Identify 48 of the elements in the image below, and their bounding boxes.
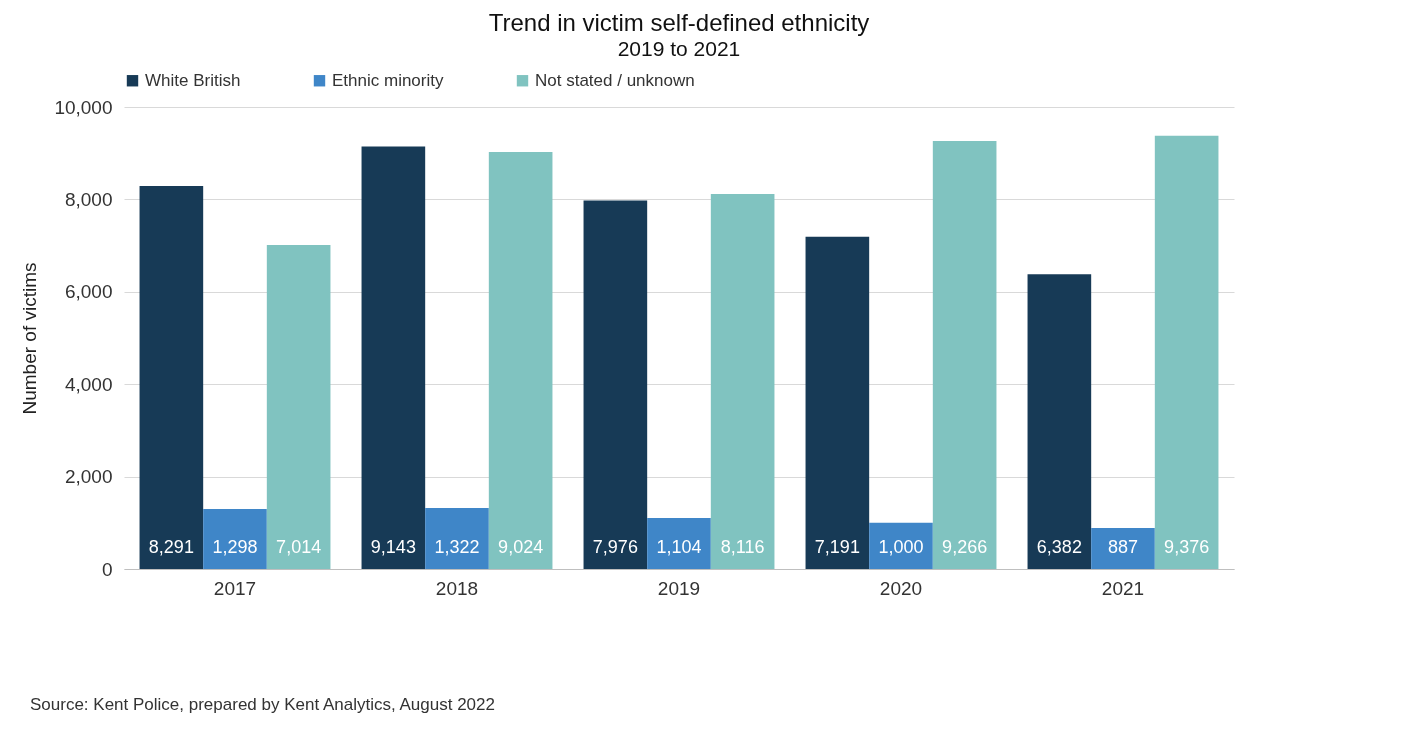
y-tick-label: 10,000 bbox=[54, 96, 113, 118]
chart-subtitle: 2019 to 2021 bbox=[617, 37, 741, 60]
y-tick-label: 4,000 bbox=[64, 373, 113, 395]
y-axis-title: Number of victims bbox=[19, 262, 41, 415]
bar bbox=[1091, 528, 1155, 569]
y-tick-label: 8,000 bbox=[64, 188, 113, 210]
bar bbox=[361, 146, 426, 569]
data-label: 1,104 bbox=[656, 537, 702, 557]
x-tick-label: 2018 bbox=[435, 577, 479, 599]
data-label: 9,376 bbox=[1164, 537, 1210, 557]
y-tick-label: 2,000 bbox=[64, 466, 113, 488]
bar bbox=[1154, 135, 1219, 569]
bar bbox=[647, 518, 711, 569]
bar bbox=[869, 522, 933, 569]
bar bbox=[139, 185, 204, 569]
data-label: 1,000 bbox=[878, 537, 924, 557]
x-tick-label: 2021 bbox=[1101, 577, 1145, 599]
legend-label: Not stated / unknown bbox=[535, 70, 695, 90]
y-tick-label: 6,000 bbox=[64, 281, 113, 303]
bar bbox=[932, 140, 997, 569]
data-label: 1,298 bbox=[212, 537, 258, 557]
bar bbox=[583, 200, 648, 569]
source-note: Source: Kent Police, prepared by Kent Analytics, August 2022 bbox=[30, 695, 495, 715]
data-label: 8,291 bbox=[148, 537, 194, 557]
legend-label: White British bbox=[145, 70, 241, 90]
legend-label: Ethnic minority bbox=[332, 70, 444, 90]
x-tick-label: 2017 bbox=[213, 577, 257, 599]
x-tick-label: 2020 bbox=[879, 577, 923, 599]
bar bbox=[710, 194, 775, 569]
bar bbox=[266, 244, 331, 569]
data-label: 9,024 bbox=[498, 537, 544, 557]
x-tick-label: 2019 bbox=[657, 577, 701, 599]
data-label: 6,382 bbox=[1036, 537, 1082, 557]
bar bbox=[1027, 274, 1092, 569]
data-label: 1,322 bbox=[434, 537, 480, 557]
bar bbox=[425, 507, 489, 569]
y-tick-label: 0 bbox=[101, 558, 113, 580]
data-label: 7,191 bbox=[814, 537, 860, 557]
data-label: 7,976 bbox=[592, 537, 638, 557]
chart-title: Trend in victim self-defined ethnicity bbox=[488, 9, 870, 36]
data-label: 7,014 bbox=[276, 537, 322, 557]
data-label: 887 bbox=[1107, 537, 1139, 557]
bar bbox=[488, 152, 553, 569]
data-label: 9,266 bbox=[942, 537, 988, 557]
bar bbox=[805, 236, 870, 569]
bar bbox=[203, 509, 267, 569]
data-label: 9,143 bbox=[370, 537, 416, 557]
data-label: 8,116 bbox=[720, 537, 765, 557]
